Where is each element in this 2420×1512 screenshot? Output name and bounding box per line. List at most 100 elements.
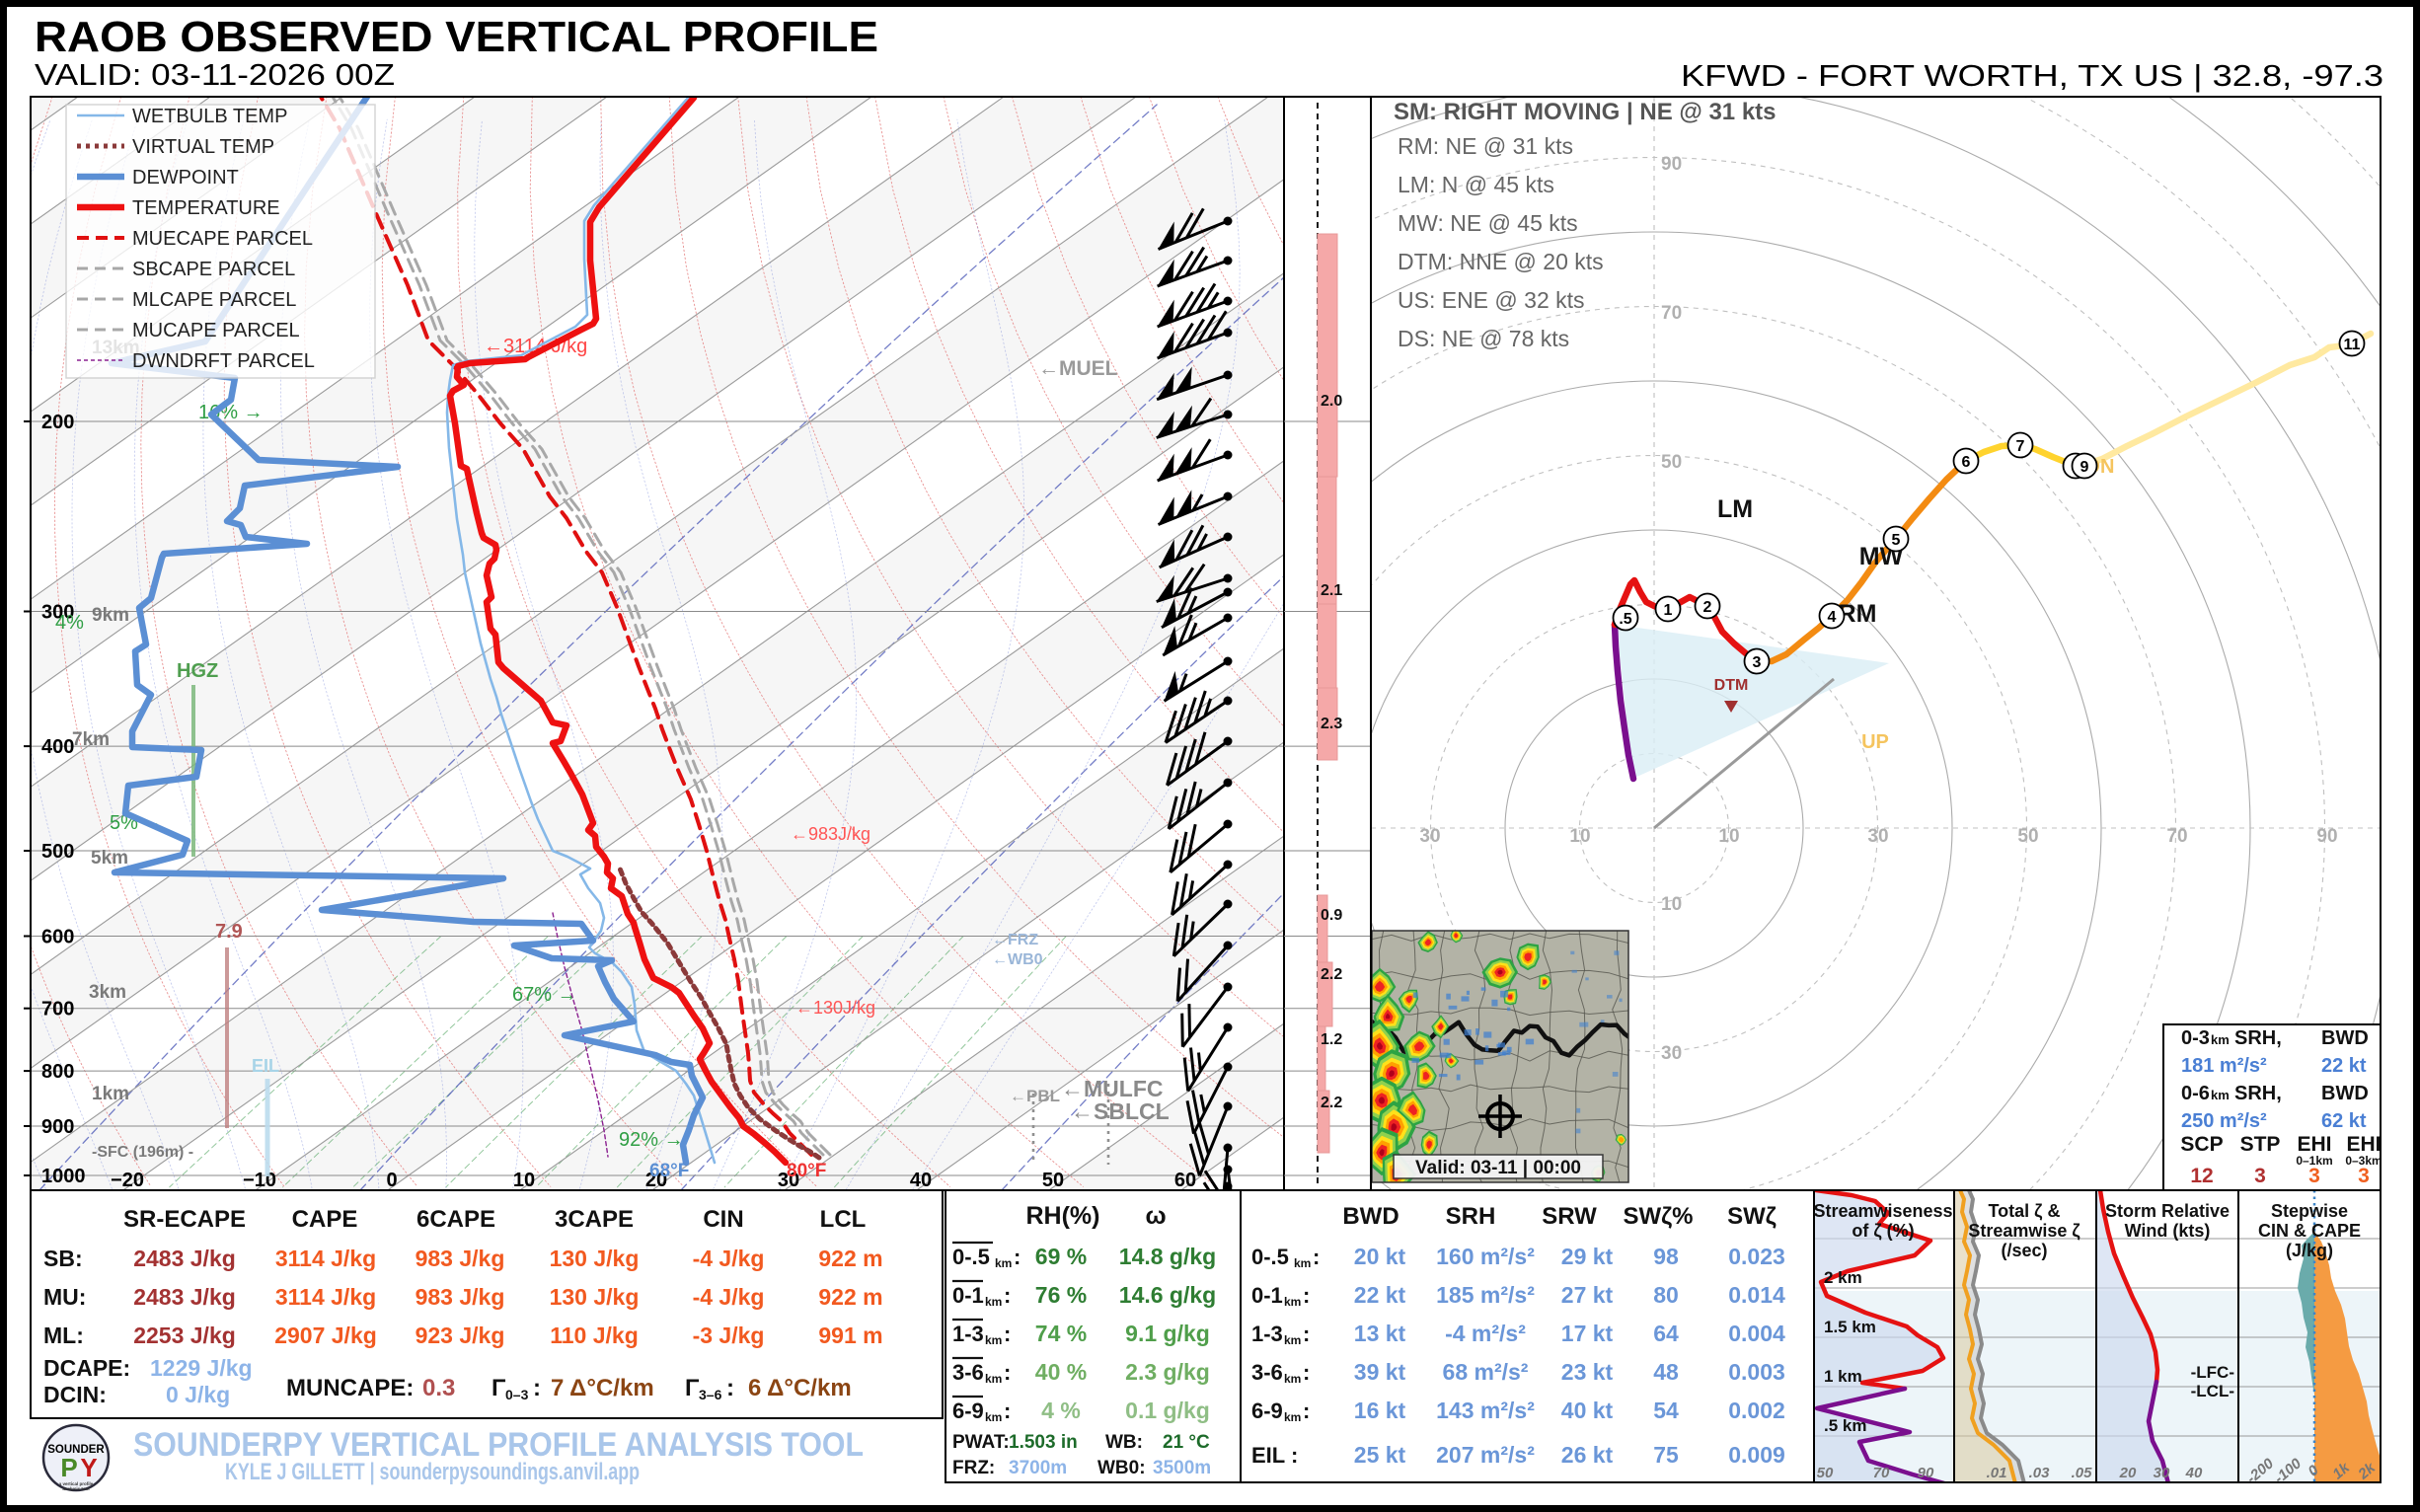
svg-text:1km: 1km (92, 1084, 129, 1104)
svg-text:21 °C: 21 °C (1163, 1432, 1210, 1453)
svg-text:DTM: NNE @ 20 kts: DTM: NNE @ 20 kts (1398, 249, 1604, 274)
svg-text:MW: NE @ 45 kts: MW: NE @ 45 kts (1398, 210, 1578, 236)
svg-text:2.3: 2.3 (1321, 716, 1342, 732)
svg-text:-SFC (196m) -: -SFC (196m) - (92, 1144, 193, 1161)
svg-text:-4 m²/s²: -4 m²/s² (1445, 1321, 1526, 1346)
svg-text:KFWD - FORT WORTH, TX US | 32.: KFWD - FORT WORTH, TX US | 32.8, -97.3 (1681, 58, 2383, 93)
svg-text:SWζ: SWζ (1727, 1203, 1777, 1230)
svg-text:MUECAPE PARCEL: MUECAPE PARCEL (132, 228, 313, 250)
svg-text:VALID: 03-11-2026 00Z: VALID: 03-11-2026 00Z (35, 57, 395, 92)
svg-text:0-.5: 0-.5 (1251, 1245, 1289, 1269)
svg-text:5km: 5km (91, 848, 128, 869)
svg-text:23 kt: 23 kt (1561, 1359, 1614, 1385)
svg-text:22 kt: 22 kt (2321, 1055, 2367, 1077)
svg-text:80°F: 80°F (787, 1161, 826, 1181)
svg-text:3: 3 (2254, 1165, 2266, 1187)
svg-text:3CAPE: 3CAPE (555, 1206, 634, 1233)
svg-text:analysis tool: analysis tool (62, 1486, 89, 1491)
svg-text:EIL: EIL (252, 1056, 279, 1076)
svg-text:.5 km: .5 km (1824, 1416, 1866, 1435)
svg-text:30: 30 (1419, 826, 1440, 847)
svg-text:2.1: 2.1 (1321, 582, 1342, 599)
svg-text:130 J/kg: 130 J/kg (550, 1284, 640, 1310)
svg-text:6-9: 6-9 (1251, 1399, 1283, 1423)
svg-text:P: P (60, 1453, 77, 1482)
svg-text:SB:: SB: (43, 1246, 83, 1271)
svg-text:600: 600 (41, 927, 74, 948)
svg-text:FRZ:: FRZ: (952, 1458, 995, 1478)
svg-text:20 kt: 20 kt (1354, 1244, 1406, 1269)
svg-text:0.003: 0.003 (1728, 1359, 1785, 1385)
svg-text:0-1: 0-1 (952, 1283, 984, 1308)
svg-text:90: 90 (1918, 1465, 1934, 1481)
svg-text:200: 200 (41, 412, 74, 433)
svg-text:←983J/kg: ←983J/kg (791, 824, 870, 844)
svg-text:7 Δ°C/km: 7 Δ°C/km (551, 1375, 654, 1401)
svg-text:←PBL: ←PBL (1010, 1087, 1060, 1105)
svg-text:BWD: BWD (1342, 1203, 1399, 1230)
svg-text:0.9: 0.9 (1321, 907, 1342, 924)
svg-text:5: 5 (1892, 532, 1901, 549)
svg-text::: : (1004, 1322, 1011, 1346)
svg-text:Stepwise: Stepwise (2271, 1201, 2348, 1221)
svg-text:12: 12 (2190, 1165, 2213, 1187)
svg-text:KYLE J GILLETT | sounderpysoun: KYLE J GILLETT | sounderpysoundings.anvi… (225, 1459, 640, 1485)
svg-text:160 m²/s²: 160 m²/s² (1436, 1244, 1535, 1269)
svg-text:-4 J/kg: -4 J/kg (693, 1246, 765, 1271)
svg-text:26 kt: 26 kt (1561, 1442, 1614, 1468)
svg-text:5% →: 5% → (110, 812, 163, 834)
svg-text:BWD: BWD (2321, 1083, 2369, 1104)
svg-text:50: 50 (1042, 1170, 1064, 1191)
svg-text::: : (1004, 1360, 1011, 1385)
svg-text:64: 64 (1653, 1321, 1679, 1346)
svg-text:SRH,: SRH, (2234, 1027, 2282, 1049)
svg-text:0 J/kg: 0 J/kg (166, 1382, 230, 1407)
svg-text:US: ENE @ 32 kts: US: ENE @ 32 kts (1398, 287, 1585, 313)
svg-text:SOUNDERPY VERTICAL PROFILE ANA: SOUNDERPY VERTICAL PROFILE ANALYSIS TOOL (133, 1426, 864, 1464)
svg-text:3: 3 (1753, 654, 1762, 671)
svg-text:29 kt: 29 kt (1561, 1244, 1614, 1269)
svg-text:SWζ%: SWζ% (1623, 1203, 1693, 1230)
svg-text:500: 500 (41, 841, 74, 863)
svg-text::: : (1014, 1245, 1021, 1269)
svg-text:300: 300 (41, 602, 74, 624)
svg-text:SBCAPE PARCEL: SBCAPE PARCEL (132, 259, 295, 280)
svg-text:3500m: 3500m (1153, 1458, 1211, 1478)
svg-text:TEMPERATURE: TEMPERATURE (132, 197, 280, 219)
svg-text:km: km (2211, 1088, 2230, 1102)
svg-text:←130J/kg: ←130J/kg (795, 998, 875, 1018)
svg-text:10: 10 (1661, 894, 1682, 915)
svg-text:(/sec): (/sec) (2001, 1241, 2047, 1260)
svg-text:40: 40 (2185, 1465, 2203, 1481)
svg-text:of ζ (%): of ζ (%) (1852, 1221, 1914, 1242)
svg-text:130 J/kg: 130 J/kg (550, 1246, 640, 1271)
svg-text:1-3: 1-3 (1251, 1322, 1283, 1346)
svg-text:10: 10 (513, 1170, 535, 1191)
svg-text:700: 700 (41, 999, 74, 1021)
svg-text:SCP: SCP (2180, 1133, 2223, 1156)
svg-text:Storm Relative: Storm Relative (2105, 1201, 2230, 1221)
svg-text:km: km (985, 1372, 1002, 1386)
svg-text:(J/kg): (J/kg) (2286, 1241, 2333, 1260)
svg-text:80: 80 (1653, 1282, 1679, 1308)
svg-text:Γ: Γ (685, 1375, 700, 1401)
svg-text:60: 60 (1174, 1170, 1196, 1191)
svg-text:SRW: SRW (1542, 1203, 1597, 1230)
svg-text:9.1 g/kg: 9.1 g/kg (1125, 1321, 1210, 1346)
svg-text:90: 90 (1661, 154, 1682, 175)
svg-text:−20: −20 (111, 1170, 144, 1191)
svg-text:EHI: EHI (2346, 1133, 2381, 1156)
svg-text:50: 50 (1817, 1465, 1834, 1481)
svg-text:2483 J/kg: 2483 J/kg (133, 1284, 236, 1310)
svg-text:2.3 g/kg: 2.3 g/kg (1125, 1359, 1210, 1385)
svg-text:1: 1 (1664, 602, 1673, 619)
svg-text:PWAT:: PWAT: (952, 1432, 1010, 1453)
svg-text::: : (1004, 1399, 1011, 1423)
svg-text:1.5 km: 1.5 km (1824, 1318, 1876, 1336)
svg-text:Streamwise ζ: Streamwise ζ (1968, 1221, 2080, 1242)
svg-text:40 %: 40 % (1035, 1359, 1087, 1385)
svg-text:-LFC-: -LFC- (2191, 1363, 2234, 1382)
svg-text:250 m²/s²: 250 m²/s² (2181, 1110, 2267, 1132)
svg-text:50: 50 (2017, 826, 2038, 847)
svg-text:17 kt: 17 kt (1561, 1321, 1614, 1346)
